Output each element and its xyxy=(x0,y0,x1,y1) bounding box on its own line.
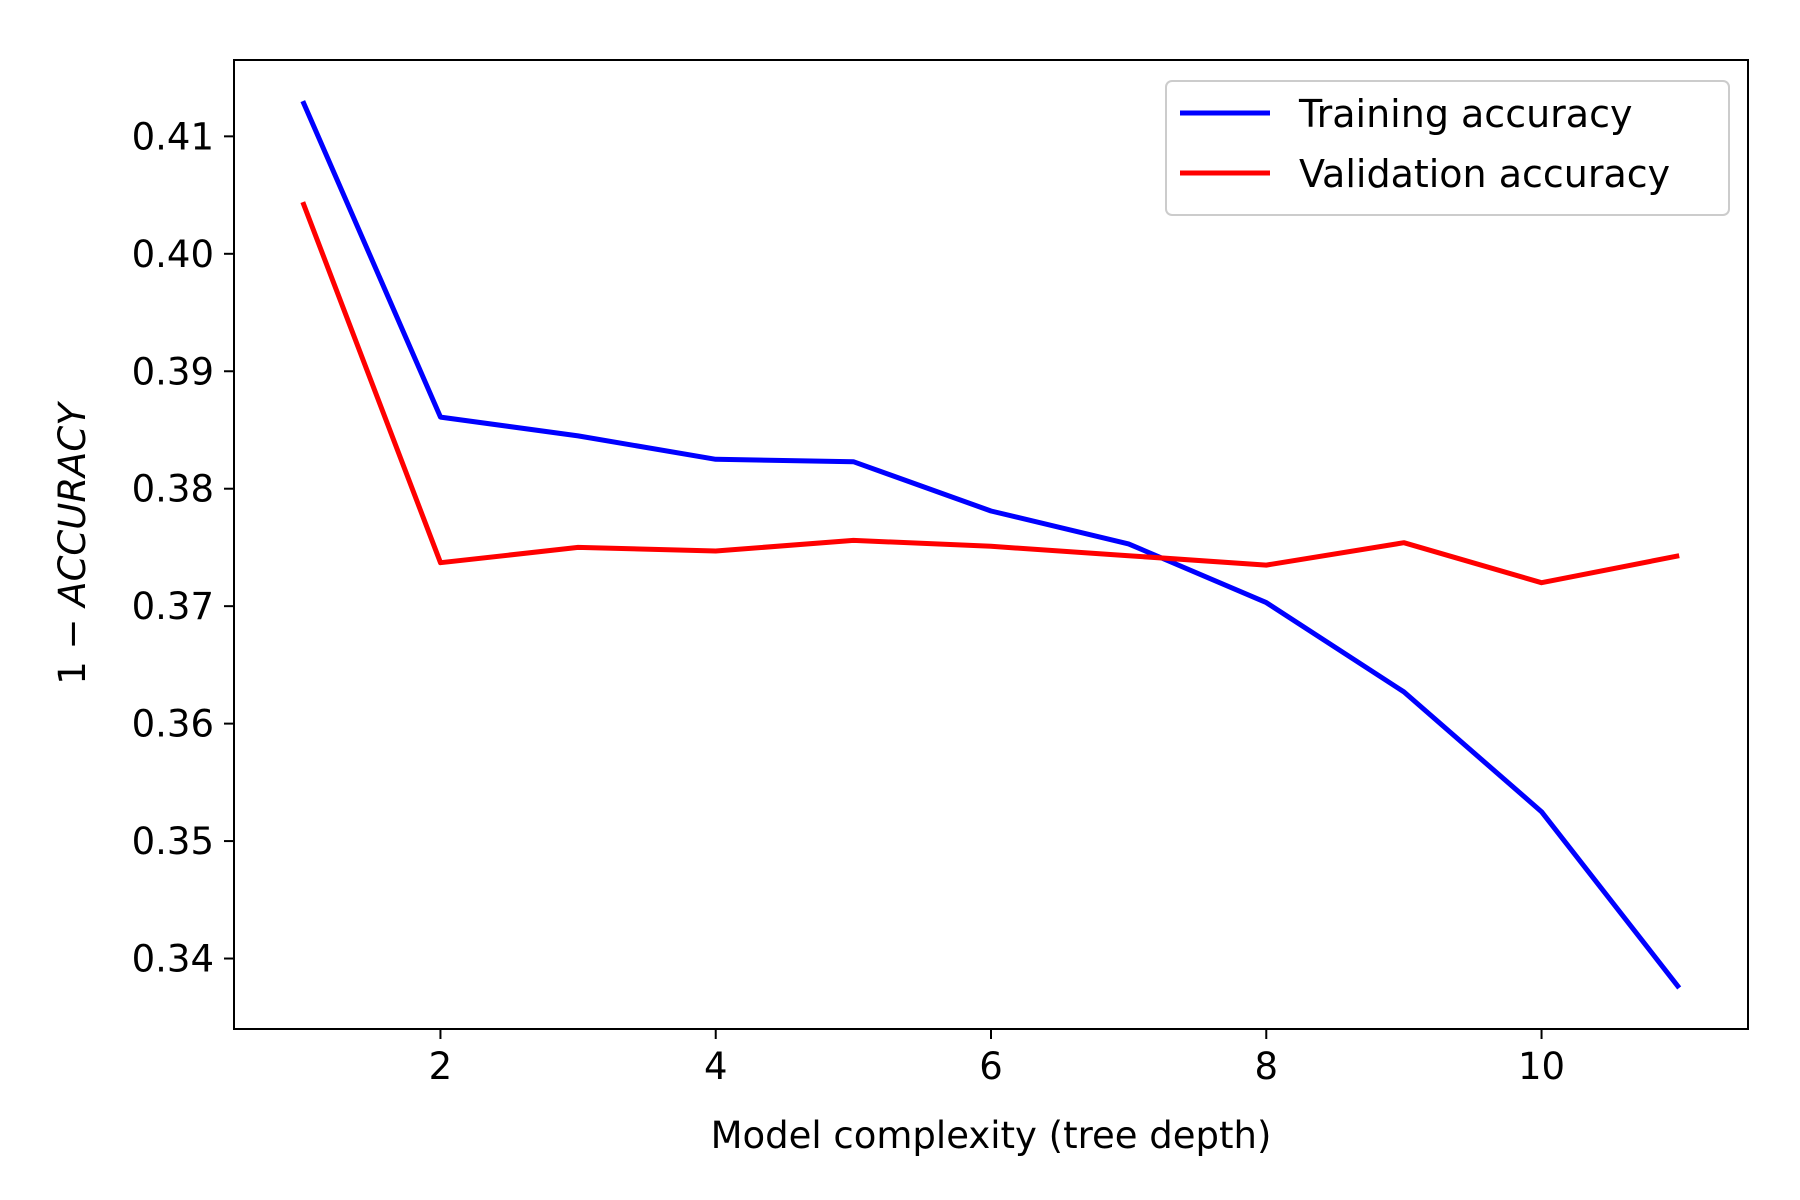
x-tick-label: 10 xyxy=(1518,1045,1565,1088)
legend-frame xyxy=(1165,80,1730,216)
y-tick-label: 0.37 xyxy=(132,585,214,628)
x-axis: 2 4 6 8 10 xyxy=(429,1029,1565,1088)
y-axis: 0.34 0.35 0.36 0.37 0.38 0.39 0.40 0.41 xyxy=(132,115,234,981)
x-axis-title: Model complexity (tree depth) xyxy=(711,1114,1272,1157)
y-tick-label: 0.40 xyxy=(132,233,214,276)
legend-label-validation: Validation accuracy xyxy=(1299,152,1670,196)
y-axis-title-prefix: 1 − xyxy=(51,607,94,685)
series-line-training xyxy=(300,100,1682,990)
x-tick-label: 6 xyxy=(979,1045,1003,1088)
legend-label-training: Training accuracy xyxy=(1298,92,1632,136)
y-tick-label: 0.41 xyxy=(132,115,214,158)
y-axis-title: 1 − ACCURACY xyxy=(51,401,94,685)
x-tick-label: 4 xyxy=(704,1045,728,1088)
y-tick-label: 0.38 xyxy=(132,468,214,511)
series-line-validation xyxy=(300,201,1680,586)
y-tick-label: 0.39 xyxy=(132,350,214,393)
y-tick-label: 0.35 xyxy=(132,820,214,863)
plot-lines xyxy=(300,100,1682,990)
y-tick-label: 0.36 xyxy=(132,703,214,746)
legend: Training accuracy Validation accuracy xyxy=(1165,80,1730,216)
x-tick-label: 2 xyxy=(429,1045,453,1088)
y-tick-label: 0.34 xyxy=(132,938,214,981)
x-tick-label: 8 xyxy=(1254,1045,1278,1088)
y-axis-title-italic: ACCURACY xyxy=(51,401,94,609)
